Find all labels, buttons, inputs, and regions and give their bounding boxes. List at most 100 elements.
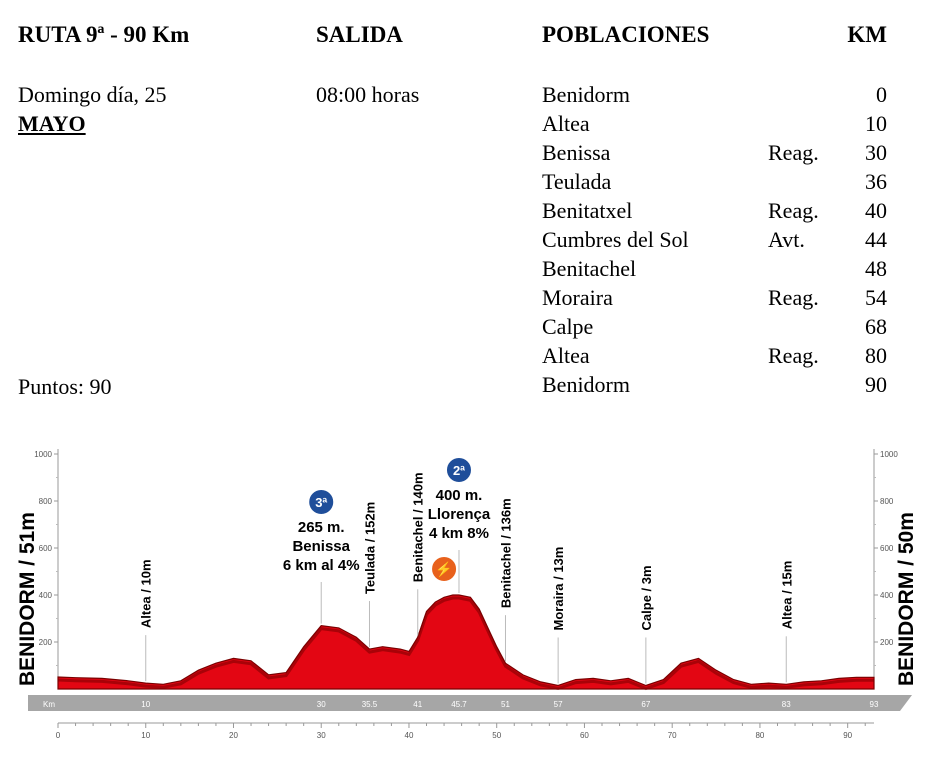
poblacion-nombre: Benidorm <box>542 82 630 107</box>
km-bar-mark: 51 <box>501 700 510 709</box>
poblacion-km: 30 <box>865 140 887 165</box>
place-label: Altea / 10m <box>139 559 154 628</box>
y-tick-label: 200 <box>880 638 894 647</box>
x-tick-label: 60 <box>580 731 589 740</box>
poblacion-row: Benissa Reag. 30 <box>0 140 939 169</box>
km-bar-mark: 57 <box>554 700 563 709</box>
mountain-category: 2ª <box>453 463 465 478</box>
poblacion-nota: Avt. <box>768 227 805 252</box>
header-salida: SALIDA <box>316 22 403 47</box>
x-tick-label: 70 <box>668 731 677 740</box>
km-bar-mark: 83 <box>782 700 791 709</box>
x-tick-label: 50 <box>492 731 501 740</box>
poblacion-km: 0 <box>876 82 887 107</box>
poblacion-row: Benidorm 0 <box>0 82 939 111</box>
x-tick-label: 30 <box>317 731 326 740</box>
poblacion-km: 44 <box>865 227 887 252</box>
poblacion-nombre: Altea <box>542 111 590 136</box>
sprint-badge-icon <box>430 555 459 583</box>
poblacion-km: 54 <box>865 285 887 310</box>
mes: MAYO <box>18 111 86 136</box>
fecha: Domingo día, 25 <box>18 82 167 107</box>
poblacion-nota: Reag. <box>768 198 819 223</box>
pass-label-line: 4 km 8% <box>429 525 489 542</box>
poblacion-row: Benitatxel Reag. 40 <box>0 198 939 227</box>
start-label: BENIDORM / 51m <box>16 512 39 686</box>
km-bar-mark: 41 <box>413 700 422 709</box>
pass-label-line: Benissa <box>292 538 350 555</box>
poblacion-nombre: Cumbres del Sol <box>542 227 689 252</box>
poblacion-nombre: Benissa <box>542 140 611 165</box>
km-bar-mark: 45.7 <box>451 700 467 709</box>
pass-label-line: 400 m. <box>436 487 483 504</box>
km-bar-mark: 10 <box>141 700 150 709</box>
poblacion-nombre: Benitatxel <box>542 198 633 223</box>
x-tick-label: 20 <box>229 731 238 740</box>
place-label: Teulada / 152m <box>362 502 377 594</box>
poblacion-nombre: Teulada <box>542 169 612 194</box>
poblacion-nota: Reag. <box>768 140 819 165</box>
end-label: BENIDORM / 50m <box>895 512 918 686</box>
km-bar-mark: 67 <box>641 700 650 709</box>
poblacion-nota: Reag. <box>768 285 819 310</box>
poblacion-row: Teulada 36 <box>0 169 939 198</box>
poblacion-row: Cumbres del Sol Avt. 44 <box>0 227 939 256</box>
poblacion-km: 90 <box>865 372 887 397</box>
header-km: KM <box>847 22 887 47</box>
x-tick-label: 40 <box>405 731 414 740</box>
sprint-icon: ⚡ <box>435 561 452 578</box>
poblacion-nombre: Benidorm <box>542 372 630 397</box>
place-label: Moraira / 13m <box>551 547 566 631</box>
poblacion-nombre: Altea <box>542 343 590 368</box>
poblacion-km: 48 <box>865 256 887 281</box>
poblacion-nombre: Moraira <box>542 285 613 310</box>
y-tick-label: 800 <box>39 497 53 506</box>
mountain-badge-icon <box>444 456 473 484</box>
hora-salida: 08:00 horas <box>316 82 420 107</box>
km-bar-mark: 93 <box>870 700 879 709</box>
poblacion-km: 68 <box>865 314 887 339</box>
poblacion-row: Benidorm 90 <box>0 372 939 401</box>
poblacion-nombre: Benitachel <box>542 256 637 281</box>
x-tick-label: 90 <box>843 731 852 740</box>
pass-label-line: 6 km al 4% <box>283 557 360 574</box>
place-label: Calpe / 3m <box>639 565 654 630</box>
puntos: Puntos: 90 <box>18 374 112 399</box>
y-tick-label: 1000 <box>34 450 52 459</box>
elevation-ridge <box>57 596 874 691</box>
place-label: Altea / 15m <box>779 561 794 630</box>
poblacion-row: Calpe 68 <box>0 314 939 343</box>
y-tick-label: 800 <box>880 497 894 506</box>
km-bar: Km 10 30 35.5 41 45.7 51 57 67 83 93 <box>28 695 912 711</box>
header-poblaciones: POBLACIONES <box>542 22 710 47</box>
y-tick-label: 400 <box>880 591 894 600</box>
km-bar-shape <box>28 695 912 711</box>
mountain-passes: 3ª 265 m. Benissa 6 km al 4% 2ª 400 m. Llorenç… <box>283 456 491 624</box>
poblacion-km: 80 <box>865 343 887 368</box>
y-tick-label: 600 <box>39 544 53 553</box>
mountain-badge-icon <box>307 488 336 516</box>
poblacion-row: Benitachel 48 <box>0 256 939 285</box>
poblacion-nota: Reag. <box>768 343 819 368</box>
km-bar-mark: 30 <box>317 700 326 709</box>
y-tick-label: 400 <box>39 591 53 600</box>
poblacion-km: 10 <box>865 111 887 136</box>
pass-label-line: Llorença <box>428 506 491 523</box>
x-tick-label: 80 <box>755 731 764 740</box>
profile-group <box>57 594 875 691</box>
place-label: Benitachel / 136m <box>498 498 513 608</box>
poblacion-km: 36 <box>865 169 887 194</box>
x-tick-label: 10 <box>141 731 150 740</box>
poblacion-row: Altea 10 <box>0 111 939 140</box>
x-tick-label: 0 <box>56 731 61 740</box>
y-tick-label: 600 <box>880 544 894 553</box>
y-tick-label: 200 <box>39 638 53 647</box>
place-markers: Altea / 10m Teulada / 152m Benitachel / 14… <box>139 472 794 684</box>
elevation-area <box>57 594 875 690</box>
poblacion-row: Altea Reag. 80 <box>0 343 939 372</box>
place-label: Benitachel / 140m <box>411 472 426 582</box>
km-bar-label: Km <box>43 700 55 709</box>
poblacion-km: 40 <box>865 198 887 223</box>
